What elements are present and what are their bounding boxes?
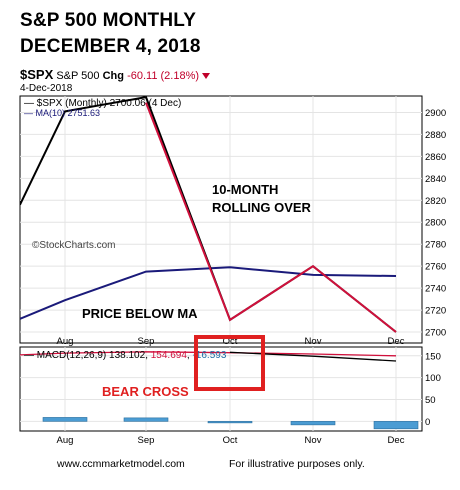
down-triangle-icon [202,73,211,80]
price-y-tick-label: 2900 [425,108,446,119]
x-tick-label: Aug [57,435,74,446]
footer-website: www.ccmmarketmodel.com [57,458,185,470]
macd-histogram-bar [123,417,169,422]
x-tick-label: Sep [138,336,155,347]
annotation-bear-cross: BEAR CROSS [102,384,189,399]
chart-date: 4-Dec-2018 [20,83,73,94]
x-tick-label: Dec [388,336,405,347]
macd-y-axis: 0 50 100 150 [425,351,441,428]
x-tick-label: Nov [305,435,322,446]
macd-y-tick-label: 50 [425,395,436,406]
ma10-line [20,266,397,320]
chart-title-line2: DECEMBER 4, 2018 [20,36,201,57]
price-grid [20,96,422,343]
price-series [20,96,397,333]
macd-y-tick-label: 0 [425,417,430,428]
annotation-price-below-ma: PRICE BELOW MA [82,306,198,321]
change-value: -60.11 (2.18%) [127,70,200,82]
x-tick-label: Dec [388,435,405,446]
histogram-value: -16.593 [192,350,226,361]
macd-series [19,351,397,362]
macd-histogram-bar [207,421,253,424]
price-y-tick-label: 2800 [425,218,446,229]
macd-histogram-bar [290,421,336,426]
macd-histogram-bar [42,417,88,422]
macd-y-tick-label: 150 [425,351,441,362]
macd-value: 138.102 [109,350,146,361]
x-axis-bottom: Aug Sep Oct Nov Dec [57,435,405,446]
price-panel-frame [19,95,423,344]
price-y-tick-label: 2840 [425,174,446,185]
legend-ma: — MA(10) 2751.63 [24,108,100,118]
watermark: ©StockCharts.com [32,240,116,251]
bear-cross-highlight-box [194,335,265,391]
chart-title-line1: S&P 500 MONTHLY [20,10,197,31]
ticker-header: $SPX S&P 500 Chg -60.11 (2.18%) [20,67,211,82]
legend-price: — $SPX (Monthly) 2700.06 (4 Dec) [24,98,181,109]
change-label: Chg [102,70,124,82]
legend-macd: — MACD(12,26,9) 138.102, 154.694, -16.59… [24,350,227,361]
macd-signal-line [19,351,397,357]
price-y-tick-label: 2860 [425,152,446,163]
x-tick-label: Oct [223,336,238,347]
macd-line [229,351,397,362]
price-y-tick-label: 2820 [425,196,446,207]
price-y-tick-label: 2880 [425,130,446,141]
macd-histogram [42,417,419,430]
ticker-symbol: $SPX [20,67,54,82]
price-y-axis: 2700 2720 2740 2760 2780 2800 2820 2840 2860 2880… [425,108,446,339]
annotation-rolling-2: ROLLING OVER [212,200,312,215]
macd-histogram-bar [373,421,419,430]
macd-label: MACD(12,26,9) [37,350,106,361]
signal-value: 154.694 [151,350,188,361]
x-axis-top: Aug Sep Oct Nov Dec [57,336,405,347]
price-overlay-line [145,102,397,333]
price-y-tick-label: 2760 [425,262,446,273]
price-y-tick-label: 2720 [425,306,446,317]
x-tick-label: Nov [305,336,322,347]
annotation-rolling-1: 10-MONTH [212,182,278,197]
x-tick-label: Aug [57,336,74,347]
macd-y-tick-label: 100 [425,373,441,384]
x-tick-label: Oct [223,435,238,446]
footer-disclaimer: For illustrative purposes only. [229,458,365,470]
price-y-tick-label: 2700 [425,328,446,339]
x-tick-label: Sep [138,435,155,446]
ticker-name: S&P 500 [56,70,100,82]
price-y-tick-label: 2780 [425,240,446,251]
price-y-tick-label: 2740 [425,284,446,295]
